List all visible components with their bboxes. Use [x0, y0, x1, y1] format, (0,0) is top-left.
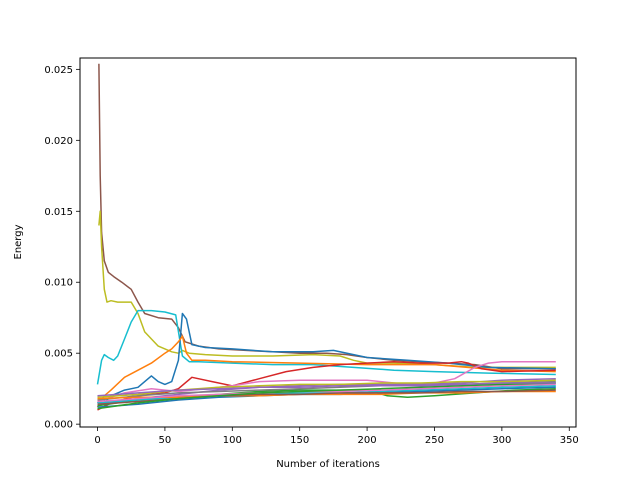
x-tick-label: 150	[290, 435, 309, 446]
y-tick-label: 0.000	[44, 420, 73, 431]
x-tick-label: 0	[94, 435, 100, 446]
x-tick-label: 100	[223, 435, 242, 446]
x-tick-label: 200	[358, 435, 377, 446]
plot-frame	[79, 57, 577, 428]
x-tick-label: 50	[159, 435, 172, 446]
series-line-4	[96, 312, 556, 404]
x-tick-label: 300	[492, 435, 511, 446]
x-tick-label: 350	[560, 435, 579, 446]
series-line-2	[98, 210, 556, 369]
x-axis-ticks: 0 50 100 150 200 250 300 350	[94, 427, 579, 446]
y-tick-label: 0.005	[44, 349, 73, 360]
series-lines	[96, 63, 556, 411]
series-line-18	[97, 382, 556, 397]
series-line-5	[96, 335, 556, 408]
y-tick-label: 0.020	[44, 136, 73, 147]
series-line-1	[98, 63, 556, 370]
x-axis-label: Number of iterations	[276, 459, 380, 470]
y-axis-ticks: 0.000 0.005 0.010 0.015 0.020 0.025	[44, 65, 80, 431]
x-tick-label: 250	[425, 435, 444, 446]
series-line-3	[96, 309, 556, 385]
y-tick-label: 0.010	[44, 278, 73, 289]
y-tick-label: 0.025	[44, 65, 73, 76]
series-line-17	[97, 382, 556, 410]
y-tick-label: 0.015	[44, 207, 73, 218]
y-axis-label: Energy	[13, 224, 24, 259]
